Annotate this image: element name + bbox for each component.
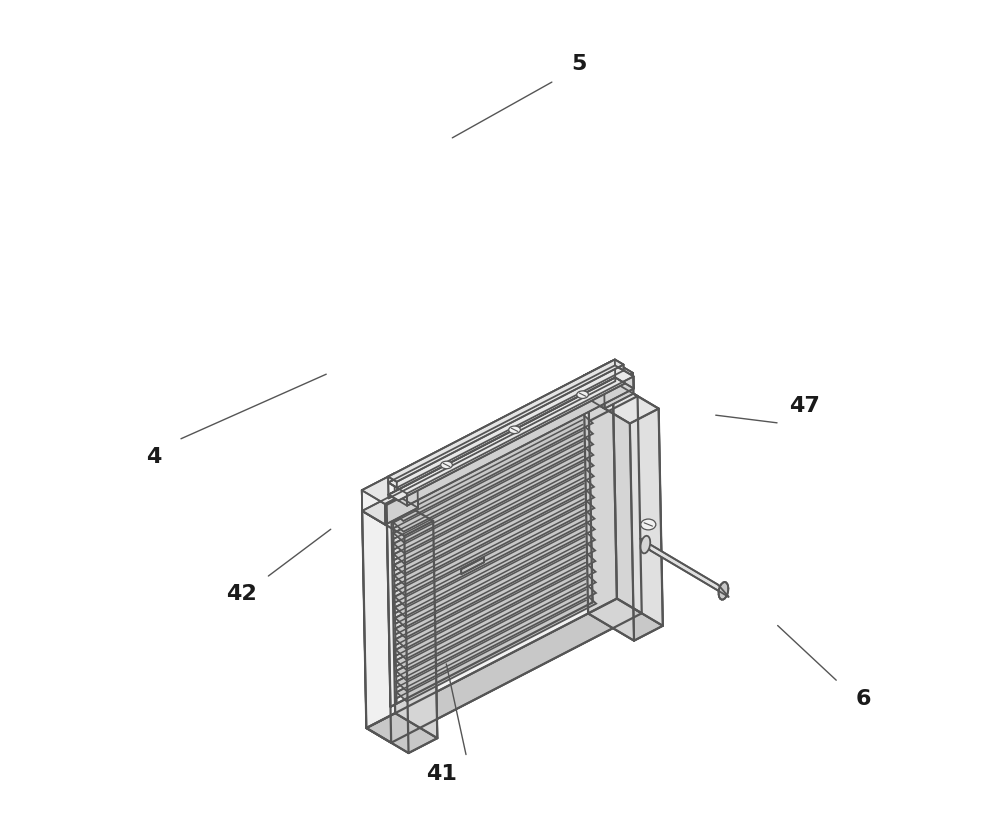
Polygon shape xyxy=(615,365,634,389)
Polygon shape xyxy=(362,473,395,511)
Polygon shape xyxy=(362,473,418,504)
Polygon shape xyxy=(641,535,650,553)
Polygon shape xyxy=(362,381,638,525)
Polygon shape xyxy=(394,467,584,571)
Polygon shape xyxy=(388,365,615,494)
Polygon shape xyxy=(387,401,592,706)
Polygon shape xyxy=(613,381,663,626)
Polygon shape xyxy=(584,375,605,409)
Polygon shape xyxy=(388,360,615,483)
Polygon shape xyxy=(388,360,624,482)
Polygon shape xyxy=(396,584,596,691)
Text: 4: 4 xyxy=(146,447,161,467)
Polygon shape xyxy=(362,496,395,728)
Polygon shape xyxy=(396,562,585,666)
Text: 42: 42 xyxy=(226,584,256,604)
Polygon shape xyxy=(395,499,584,603)
Polygon shape xyxy=(393,425,593,531)
Polygon shape xyxy=(604,373,633,409)
Polygon shape xyxy=(612,361,633,394)
Text: 41: 41 xyxy=(426,764,457,784)
Polygon shape xyxy=(388,377,615,499)
Polygon shape xyxy=(404,521,437,753)
Ellipse shape xyxy=(641,519,656,530)
Polygon shape xyxy=(362,511,409,753)
Polygon shape xyxy=(395,510,595,617)
Polygon shape xyxy=(393,425,583,528)
Polygon shape xyxy=(393,414,583,518)
Polygon shape xyxy=(395,489,584,592)
Polygon shape xyxy=(461,557,484,574)
Polygon shape xyxy=(387,502,397,706)
Polygon shape xyxy=(394,478,584,582)
Polygon shape xyxy=(613,381,642,613)
Polygon shape xyxy=(584,396,634,641)
Polygon shape xyxy=(584,361,633,388)
Polygon shape xyxy=(385,487,418,525)
Ellipse shape xyxy=(441,461,452,468)
Polygon shape xyxy=(394,446,583,550)
Text: 6: 6 xyxy=(856,689,871,709)
Polygon shape xyxy=(388,377,625,500)
Polygon shape xyxy=(630,409,663,641)
Polygon shape xyxy=(394,457,583,560)
Polygon shape xyxy=(393,435,583,539)
Polygon shape xyxy=(719,582,728,600)
Polygon shape xyxy=(584,381,659,423)
Polygon shape xyxy=(640,539,729,597)
Polygon shape xyxy=(388,365,634,494)
Polygon shape xyxy=(395,530,595,638)
Ellipse shape xyxy=(577,391,588,398)
Polygon shape xyxy=(362,490,385,525)
Polygon shape xyxy=(387,401,589,510)
Polygon shape xyxy=(397,594,596,701)
Polygon shape xyxy=(588,598,663,641)
Polygon shape xyxy=(396,541,585,645)
Polygon shape xyxy=(394,473,418,508)
Polygon shape xyxy=(407,376,634,505)
Polygon shape xyxy=(393,414,593,521)
Polygon shape xyxy=(395,520,585,623)
Polygon shape xyxy=(396,552,585,655)
Polygon shape xyxy=(362,381,617,728)
Polygon shape xyxy=(393,435,593,542)
Polygon shape xyxy=(396,573,596,680)
Polygon shape xyxy=(395,530,585,634)
Polygon shape xyxy=(394,457,594,563)
Polygon shape xyxy=(395,520,595,627)
Polygon shape xyxy=(396,562,596,670)
Polygon shape xyxy=(387,396,642,742)
Polygon shape xyxy=(396,584,586,687)
Polygon shape xyxy=(395,499,594,606)
Polygon shape xyxy=(395,510,584,613)
Polygon shape xyxy=(582,401,592,606)
Polygon shape xyxy=(395,489,594,595)
Polygon shape xyxy=(396,552,595,659)
Polygon shape xyxy=(394,478,594,585)
Polygon shape xyxy=(390,597,592,706)
Polygon shape xyxy=(584,381,617,613)
Polygon shape xyxy=(362,496,433,535)
Polygon shape xyxy=(584,361,613,396)
Polygon shape xyxy=(366,713,437,753)
Polygon shape xyxy=(615,360,624,370)
Ellipse shape xyxy=(509,426,520,433)
Polygon shape xyxy=(391,496,437,738)
Polygon shape xyxy=(397,594,586,698)
Polygon shape xyxy=(394,446,593,553)
Polygon shape xyxy=(396,573,586,677)
Polygon shape xyxy=(394,467,594,574)
Polygon shape xyxy=(366,598,642,742)
Text: 47: 47 xyxy=(789,396,820,416)
Text: 5: 5 xyxy=(572,54,587,74)
Polygon shape xyxy=(396,541,595,649)
